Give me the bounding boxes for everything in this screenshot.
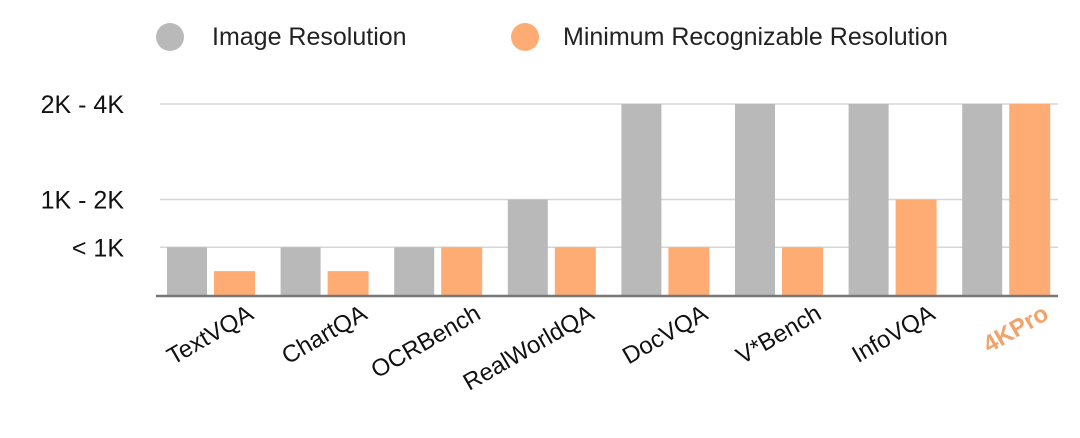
legend: Image Resolution Minimum Recognizable Re… <box>156 23 948 51</box>
bar-image-resolution-realworldqa <box>507 199 548 295</box>
y-tick-label: < 1K <box>72 234 124 262</box>
bar-min-recognizable-vbench <box>782 247 823 295</box>
x-tick-label: TextVQA <box>162 300 258 371</box>
legend-label-min-recognizable-resolution: Minimum Recognizable Resolution <box>563 23 948 51</box>
bar-min-recognizable-realworldqa <box>554 247 596 295</box>
bar-image-resolution-docvqa <box>621 104 662 295</box>
bar-min-recognizable-docvqa <box>668 247 710 295</box>
legend-swatch-image-resolution <box>156 23 184 51</box>
bar-min-recognizable-chartqa <box>327 271 369 295</box>
legend-label-image-resolution: Image Resolution <box>212 23 407 51</box>
bar-image-resolution-textvqa <box>167 247 207 295</box>
y-tick-label: 2K - 4K <box>41 91 125 119</box>
y-tick-label: 1K - 2K <box>41 187 125 215</box>
bar-min-recognizable-infovqa <box>895 199 937 295</box>
x-tick-label: InfoVQA <box>848 300 940 369</box>
bar-min-recognizable-textvqa <box>214 271 255 295</box>
bar-image-resolution-ocrbench <box>394 247 435 295</box>
bar-min-recognizable-ocrbench <box>441 247 483 295</box>
bar-min-recognizable-4kpro <box>1009 104 1051 295</box>
x-tick-label: 4KPro <box>978 300 1053 359</box>
bar-image-resolution-vbench <box>735 104 775 295</box>
bar-image-resolution-infovqa <box>848 104 889 295</box>
x-tick-label: V*Bench <box>732 300 826 370</box>
bar-image-resolution-4kpro <box>962 104 1003 295</box>
x-tick-label: DocVQA <box>618 300 712 370</box>
x-tick-label: ChartQA <box>277 300 371 370</box>
legend-swatch-min-recognizable-resolution <box>511 23 539 51</box>
bar-image-resolution-chartqa <box>280 247 321 295</box>
